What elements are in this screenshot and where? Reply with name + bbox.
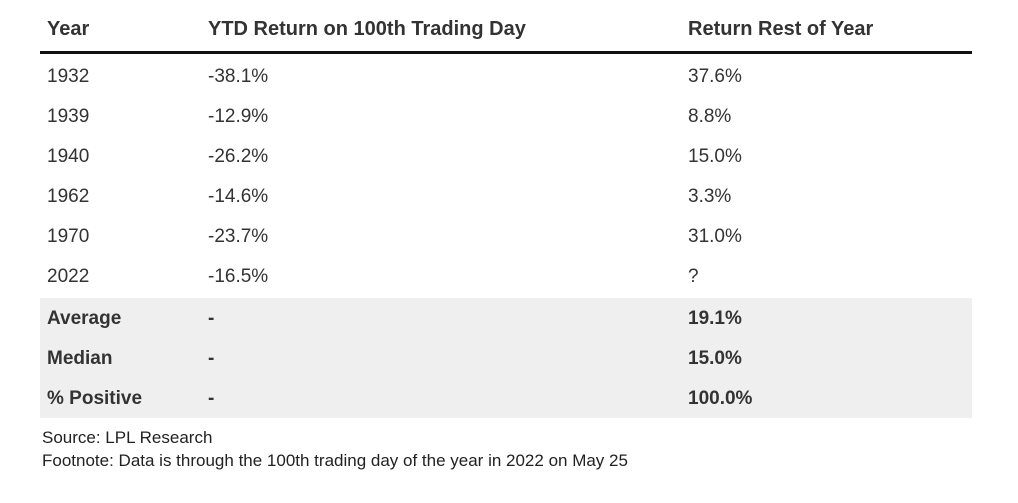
- table-body: 1932 -38.1% 37.6% 1939 -12.9% 8.8% 1940 -26.2% 1…: [40, 56, 972, 296]
- table-cell: 31.0%: [688, 226, 742, 247]
- table-cell: -38.1%: [208, 66, 269, 87]
- table-cell: 3.3%: [688, 186, 732, 207]
- table-row: 1962 -14.6% 3.3%: [40, 176, 972, 216]
- table-row: 2022 -16.5%?: [40, 256, 972, 296]
- table-cell: 2022: [47, 266, 90, 287]
- header-year: Year: [47, 18, 90, 40]
- table-cell: 100.0%: [688, 388, 753, 409]
- footnote: Footnote: Data is through the 100th trad…: [42, 451, 628, 470]
- table-cell: -16.5%: [208, 266, 269, 287]
- table-row: 1970 -23.7% 31.0%: [40, 216, 972, 256]
- table-cell: Average: [47, 308, 122, 329]
- table-row: 1932 -38.1% 37.6%: [40, 56, 972, 96]
- table-row: 1939 -12.9% 8.8%: [40, 96, 972, 136]
- header-ytd-return: YTD Return on 100th Trading Day: [208, 18, 526, 40]
- table-summary: Average - 19.1% Median - 15.0% % Positive - 100.…: [40, 298, 972, 418]
- table-cell: 1940: [47, 146, 90, 167]
- table-cell: ?: [688, 266, 699, 287]
- table-cell: % Positive: [47, 388, 143, 409]
- table-cell: 15.0%: [688, 146, 742, 167]
- summary-row: Median - 15.0%: [40, 338, 972, 378]
- table-cell: -: [208, 388, 215, 409]
- table-cell: -12.9%: [208, 106, 269, 127]
- table-row: 1940 -26.2% 15.0%: [40, 136, 972, 176]
- table-cell: 15.0%: [688, 348, 742, 369]
- table-cell: 37.6%: [688, 66, 742, 87]
- table-cell: -: [208, 308, 215, 329]
- table-cell: 1962: [47, 186, 90, 207]
- table-cell: -23.7%: [208, 226, 269, 247]
- header-rest-of-year: Return Rest of Year: [688, 18, 874, 40]
- table-cell: 1939: [47, 106, 90, 127]
- table-cell: 19.1%: [688, 308, 742, 329]
- summary-row: Average - 19.1%: [40, 298, 972, 338]
- returns-table: Year YTD Return on 100th Trading Day Ret…: [40, 10, 972, 418]
- table-cell: Median: [47, 348, 113, 369]
- summary-row: % Positive - 100.0%: [40, 378, 972, 418]
- source-note: Source: LPL Research: [42, 428, 213, 447]
- table-cell: -: [208, 348, 215, 369]
- table-cell: 1970: [47, 226, 90, 247]
- table-cell: 8.8%: [688, 106, 732, 127]
- table-cell: -14.6%: [208, 186, 269, 207]
- table-cell: -26.2%: [208, 146, 269, 167]
- table-cell: 1932: [47, 66, 90, 87]
- table-header: Year YTD Return on 100th Trading Day Ret…: [40, 10, 972, 54]
